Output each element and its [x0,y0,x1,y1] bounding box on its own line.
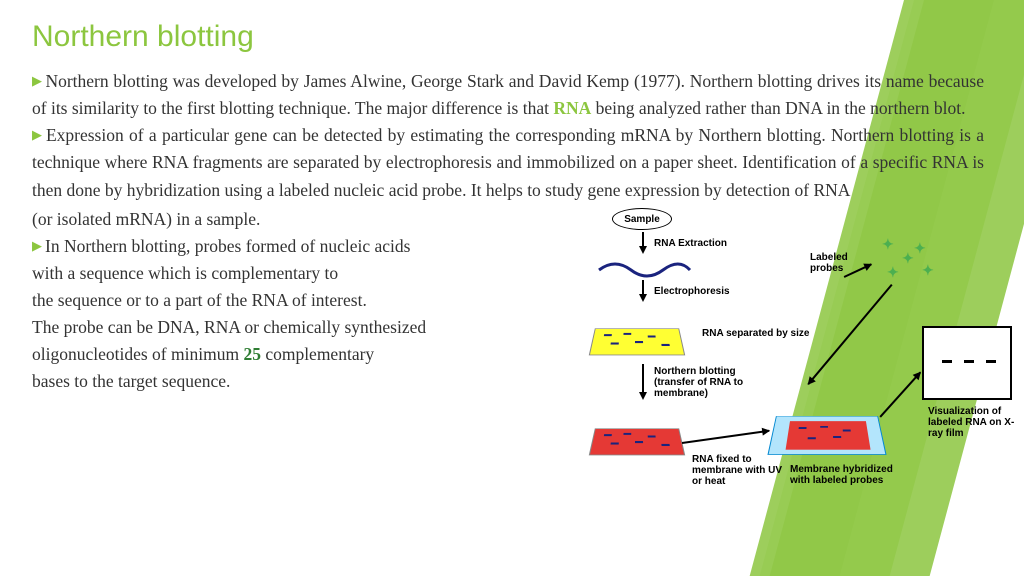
arrow-down-icon [639,280,647,302]
label-rna-separated: RNA separated by size [702,328,809,339]
highlight-rna: RNA [553,98,591,118]
arrow-diag-icon [808,284,893,385]
page-title: Northern blotting [32,20,984,54]
label-northern-blotting: Northern blotting (transfer of RNA to me… [654,366,764,399]
para3-f: bases to the target sequence. [32,371,230,391]
process-diagram: Sample RNA Extraction Electrophoresis RN… [542,206,984,506]
para3-e-post: complementary [261,344,374,364]
highlight-25: 25 [243,344,261,364]
para3-e-pre: oligonucleotides of minimum [32,344,243,364]
para1-b: being analyzed rather than DNA in the no… [591,98,965,118]
para3-a: In Northern blotting, probes formed of n… [45,236,410,256]
para2-tail: (or isolated mRNA) in a sample. [32,209,260,229]
bullet-icon [32,236,45,256]
red-gel [589,428,685,455]
label-rna-fixed: RNA fixed to membrane with UV or heat [692,454,792,487]
rna-strand-icon [597,256,692,278]
probe-icon: ✦ [914,240,926,257]
para3-d: The probe can be DNA, RNA or chemically … [32,317,426,337]
probe-icon: ✦ [902,250,914,267]
probe-icon: ✦ [882,236,894,253]
para3-b: with a sequence which is complementary t… [32,263,338,283]
slide-content: Northern blotting Northern blotting was … [0,0,1024,526]
film-box [922,326,1012,400]
sample-node: Sample [612,208,672,230]
yellow-gel [589,328,685,355]
label-electrophoresis: Electrophoresis [654,286,730,297]
label-labeled-probes: Labeled probes [810,252,870,274]
para2: Expression of a particular gene can be d… [32,125,984,199]
label-rna-extraction: RNA Extraction [654,238,727,249]
hybrid-plate [767,416,886,455]
probe-icon: ✦ [887,264,899,281]
label-visualization: Visualization of labeled RNA on X-ray fi… [928,406,1024,439]
body-text: Northern blotting was developed by James… [32,68,984,204]
left-column: (or isolated mRNA) in a sample. In North… [32,206,532,506]
arrow-down-icon [639,364,647,400]
label-membrane-hybrid: Membrane hybridized with labeled probes [790,464,910,486]
arrow-down-icon [639,232,647,254]
probe-icon: ✦ [922,262,934,279]
bullet-icon [32,125,46,145]
para3-c: the sequence or to a part of the RNA of … [32,290,367,310]
bullet-icon [32,71,45,91]
arrow-diag-icon [879,371,920,417]
arrow-diag-icon [682,429,769,443]
